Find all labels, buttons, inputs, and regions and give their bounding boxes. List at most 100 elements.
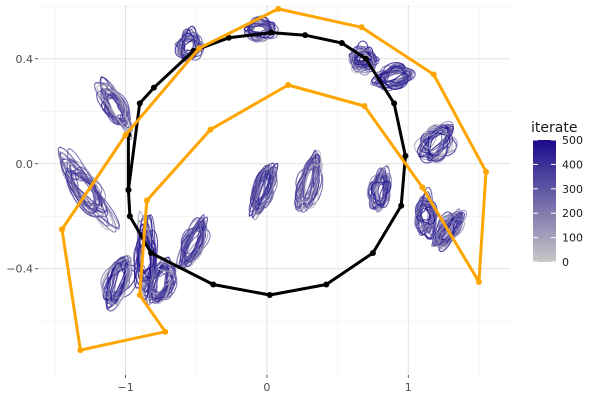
series-point-2 xyxy=(207,126,214,133)
panel-background xyxy=(38,5,510,375)
iterate-path xyxy=(373,171,392,212)
series-point-2 xyxy=(275,5,282,12)
iterate-path xyxy=(183,216,209,266)
iterate-path xyxy=(434,207,460,249)
iterate-path xyxy=(74,168,103,206)
iterate-path xyxy=(248,164,274,213)
series-line-1 xyxy=(126,31,407,297)
iterate-path xyxy=(247,21,279,42)
iterate-path xyxy=(438,213,465,250)
series-point-1 xyxy=(210,281,217,288)
series-point-1 xyxy=(225,34,232,41)
series-point-2 xyxy=(361,103,368,110)
iterate-path xyxy=(57,146,121,229)
iterate-path xyxy=(439,221,460,246)
iterate-path xyxy=(419,206,436,225)
colorbar-ticks: 0 100 200 300 400 500 xyxy=(533,134,583,269)
series-point-2 xyxy=(59,226,66,233)
iterate-path xyxy=(301,162,324,210)
iterate-path xyxy=(432,211,458,247)
series-point-1 xyxy=(338,40,345,47)
x-tick-label: 0 xyxy=(263,381,270,394)
colorbar-label: 300 xyxy=(562,183,583,196)
series-point-1 xyxy=(266,291,273,298)
iterate-path xyxy=(348,49,374,74)
legend: iterate 0 100 200 300 400 500 xyxy=(531,120,583,269)
series-point-2 xyxy=(77,347,84,354)
y-tick-label: −0.4 xyxy=(6,263,33,276)
series-point-2 xyxy=(196,45,203,52)
series-point-1 xyxy=(369,249,376,256)
series-point-1 xyxy=(268,29,275,36)
iterate-path xyxy=(181,219,205,265)
iterate-path xyxy=(106,88,132,122)
iterate-path xyxy=(66,147,117,233)
iterate-path xyxy=(254,169,275,209)
iterate-path xyxy=(374,70,412,92)
iterate-path xyxy=(253,162,276,216)
iterate-path xyxy=(370,180,392,206)
iterate-path xyxy=(385,68,410,83)
colorbar xyxy=(533,140,556,262)
iterate-path xyxy=(351,48,373,76)
grid-minor xyxy=(38,5,510,375)
series-point-2 xyxy=(143,197,150,204)
colorbar-label: 400 xyxy=(562,158,583,171)
iterate-path xyxy=(101,257,132,306)
series-point-2 xyxy=(285,82,292,89)
series-point-1 xyxy=(125,187,132,193)
legend-title: iterate xyxy=(531,120,577,136)
iterate-path xyxy=(107,257,132,305)
iterate-path xyxy=(417,202,433,234)
iterate-path xyxy=(427,131,451,156)
iterate-path xyxy=(247,16,272,39)
series-point-2 xyxy=(482,168,489,175)
series-point-2 xyxy=(419,184,426,191)
y-tick-label: 0.0 xyxy=(16,158,34,171)
series-paths xyxy=(59,5,489,354)
iterate-path xyxy=(421,128,447,155)
iterate-path xyxy=(378,68,407,83)
iterate-path xyxy=(301,166,320,207)
series-point-1 xyxy=(148,249,155,256)
series-point-1 xyxy=(391,100,398,107)
series-point-2 xyxy=(358,24,365,31)
iterate-path xyxy=(104,93,125,119)
series-point-1 xyxy=(136,100,143,107)
iterate-path xyxy=(421,123,452,160)
iterate-path xyxy=(136,228,154,282)
y-tick-label: 0.4 xyxy=(16,53,34,66)
series-point-2 xyxy=(136,291,143,298)
iterate-path xyxy=(380,65,406,84)
iterate-path xyxy=(96,85,131,131)
iterate-path xyxy=(248,164,271,217)
series-point-2 xyxy=(430,71,437,78)
colorbar-label: 0 xyxy=(562,256,569,269)
iterate-path xyxy=(377,180,389,208)
series-point-1 xyxy=(126,213,133,220)
series-point-1 xyxy=(398,202,405,209)
series-point-2 xyxy=(122,131,129,138)
iterate-path xyxy=(70,172,103,207)
iterate-path xyxy=(153,262,172,299)
series-point-2 xyxy=(475,278,482,285)
iterate-path xyxy=(435,216,458,243)
colorbar-label: 100 xyxy=(562,232,583,245)
x-tick-label: −1 xyxy=(118,381,134,394)
series-point-1 xyxy=(323,281,330,288)
iterate-path xyxy=(253,167,278,212)
iterate-path xyxy=(137,232,156,275)
iterate-path xyxy=(383,65,409,87)
series-point-2 xyxy=(162,328,169,335)
iterate-path xyxy=(418,126,450,158)
iterate-path xyxy=(133,215,153,301)
colorbar-label: 500 xyxy=(562,134,583,147)
series-point-1 xyxy=(150,84,157,91)
iterate-path xyxy=(427,125,454,162)
colorbar-label: 200 xyxy=(562,207,583,220)
series-point-1 xyxy=(402,152,409,159)
series-point-1 xyxy=(302,32,309,39)
axis-ticks: −1 0 1 −0.4 0.0 0.4 xyxy=(6,53,411,394)
iterate-path xyxy=(434,212,463,245)
